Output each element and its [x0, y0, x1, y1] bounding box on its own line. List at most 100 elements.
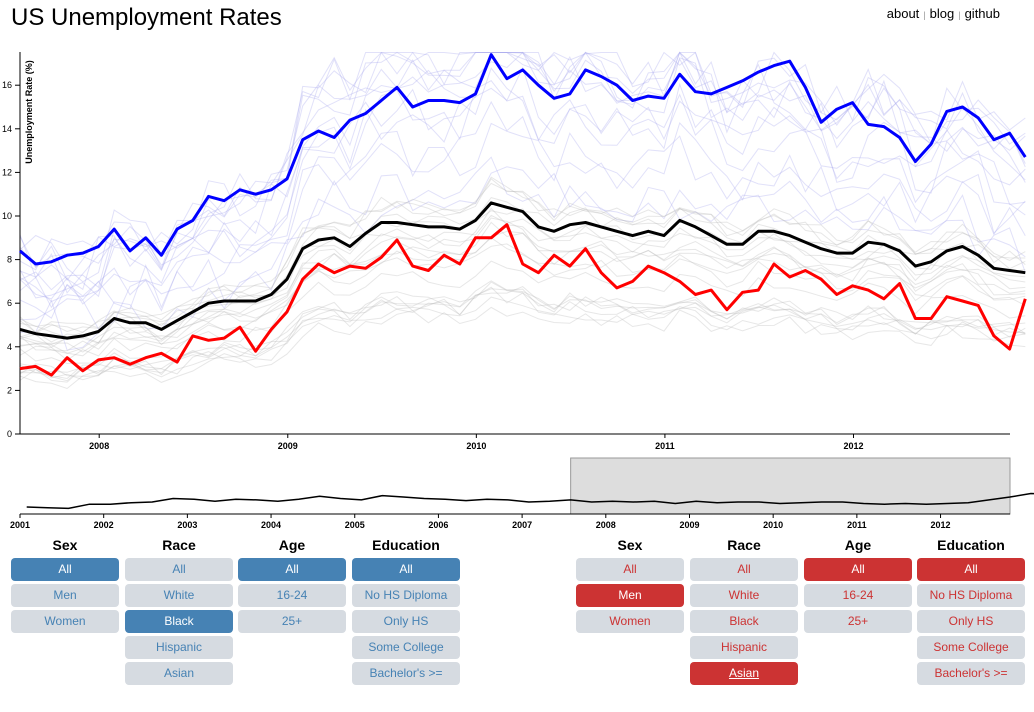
x-tick-label: 2012: [843, 441, 863, 451]
background-series-line: [19, 208, 1026, 343]
background-series-line: [19, 100, 1026, 319]
left-sex-men-button[interactable]: Men: [11, 584, 119, 607]
link-separator: |: [923, 10, 926, 20]
right-age-25plus-button[interactable]: 25+: [804, 610, 912, 633]
link-separator: |: [958, 10, 961, 20]
right-edu-some-college-button[interactable]: Some College: [917, 636, 1025, 659]
y-tick-label: 0: [7, 429, 12, 439]
right-race-heading: Race: [727, 537, 761, 553]
series-line-asian-men: [19, 223, 1027, 377]
background-series-line: [19, 296, 1026, 381]
right-sex-group: Sex All Men Women: [576, 537, 684, 636]
background-series-line: [19, 230, 1026, 353]
overview-tick-label: 2001: [10, 520, 30, 530]
overview-tick-label: 2002: [94, 520, 114, 530]
about-link[interactable]: about: [886, 6, 920, 21]
background-series-line: [19, 67, 1026, 305]
right-sex-men-button[interactable]: Men: [576, 584, 684, 607]
blog-link[interactable]: blog: [929, 6, 955, 21]
left-edu-all-button[interactable]: All: [352, 558, 460, 581]
x-tick-label: 2010: [466, 441, 486, 451]
right-race-white-button[interactable]: White: [690, 584, 798, 607]
left-sex-all-button[interactable]: All: [11, 558, 119, 581]
left-race-all-button[interactable]: All: [125, 558, 233, 581]
y-tick-label: 6: [7, 298, 12, 308]
background-series-line: [19, 51, 1026, 282]
y-tick-label: 12: [2, 167, 12, 177]
overview-tick-label: 2009: [679, 520, 699, 530]
right-sex-women-button[interactable]: Women: [576, 610, 684, 633]
background-series-line: [19, 306, 1026, 390]
right-education-group: Education All No HS Diploma Only HS Some…: [917, 537, 1025, 688]
y-tick-label: 14: [2, 124, 12, 134]
overview-tick-label: 2010: [763, 520, 783, 530]
y-tick-label: 10: [2, 211, 12, 221]
right-edu-all-button[interactable]: All: [917, 558, 1025, 581]
overview-tick-label: 2008: [596, 520, 616, 530]
background-series-line: [19, 166, 1026, 330]
series-line-all: [19, 201, 1026, 340]
background-series-line: [19, 51, 1026, 268]
background-series-line: [19, 51, 1026, 294]
x-axis: 2008 2009 2010 2011 2012: [20, 433, 1010, 451]
left-race-asian-button[interactable]: Asian: [125, 662, 233, 685]
right-race-black-button[interactable]: Black: [690, 610, 798, 633]
x-tick-label: 2008: [89, 441, 109, 451]
right-age-heading: Age: [844, 537, 872, 553]
background-series-line: [19, 122, 1026, 310]
page-title: US Unemployment Rates: [11, 4, 282, 31]
left-sex-group: Sex All Men Women: [11, 537, 119, 636]
right-education-heading: Education: [937, 537, 1005, 553]
y-tick-label: 2: [7, 385, 12, 395]
overview-x-axis: 2001 2002 2003 2004 2005 2006 2007 2008 2009 2010…: [10, 513, 1010, 530]
background-series-group: [19, 51, 1026, 390]
github-link[interactable]: github: [964, 6, 1000, 21]
right-race-asian-button[interactable]: Asian: [690, 662, 798, 685]
background-series-line: [19, 182, 1026, 334]
right-race-group: Race All White Black Hispanic Asian: [690, 537, 798, 688]
overview-tick-label: 2003: [177, 520, 197, 530]
background-series-line: [19, 80, 1026, 303]
background-series-line: [19, 286, 1026, 383]
left-race-hispanic-button[interactable]: Hispanic: [125, 636, 233, 659]
background-series-line: [19, 237, 1026, 357]
right-race-hispanic-button[interactable]: Hispanic: [690, 636, 798, 659]
right-edu-only-hs-button[interactable]: Only HS: [917, 610, 1025, 633]
left-age-heading: Age: [278, 537, 306, 553]
left-education-heading: Education: [372, 537, 440, 553]
background-series-line: [19, 217, 1026, 354]
left-edu-only-hs-button[interactable]: Only HS: [352, 610, 460, 633]
background-series-line: [19, 221, 1026, 352]
right-sex-all-button[interactable]: All: [576, 558, 684, 581]
background-series-line: [19, 51, 1026, 271]
series-line-black-men: [19, 53, 1027, 266]
overview-tick-label: 2005: [345, 520, 365, 530]
right-age-all-button[interactable]: All: [804, 558, 912, 581]
background-series-line: [19, 281, 1026, 380]
right-edu-bachelors-button[interactable]: Bachelor's >=: [917, 662, 1025, 685]
right-edu-no-hs-button[interactable]: No HS Diploma: [917, 584, 1025, 607]
y-tick-label: 16: [2, 80, 12, 90]
left-edu-some-college-button[interactable]: Some College: [352, 636, 460, 659]
left-age-25plus-button[interactable]: 25+: [238, 610, 346, 633]
left-sex-heading: Sex: [52, 537, 78, 553]
left-age-16-24-button[interactable]: 16-24: [238, 584, 346, 607]
y-tick-label: 8: [7, 255, 12, 265]
background-series-line: [19, 178, 1026, 333]
left-edu-no-hs-button[interactable]: No HS Diploma: [352, 584, 460, 607]
left-race-black-button[interactable]: Black: [125, 610, 233, 633]
right-age-16-24-button[interactable]: 16-24: [804, 584, 912, 607]
background-series-line: [19, 51, 1026, 291]
left-age-all-button[interactable]: All: [238, 558, 346, 581]
left-race-heading: Race: [162, 537, 196, 553]
brush-selection: [570, 457, 1011, 515]
left-race-group: Race All White Black Hispanic Asian: [125, 537, 233, 688]
right-age-group: Age All 16-24 25+: [804, 537, 912, 636]
background-series-line: [19, 260, 1026, 365]
x-tick-label: 2011: [655, 441, 675, 451]
left-sex-women-button[interactable]: Women: [11, 610, 119, 633]
left-race-white-button[interactable]: White: [125, 584, 233, 607]
left-edu-bachelors-button[interactable]: Bachelor's >=: [352, 662, 460, 685]
overview-tick-label: 2007: [512, 520, 532, 530]
right-race-all-button[interactable]: All: [690, 558, 798, 581]
